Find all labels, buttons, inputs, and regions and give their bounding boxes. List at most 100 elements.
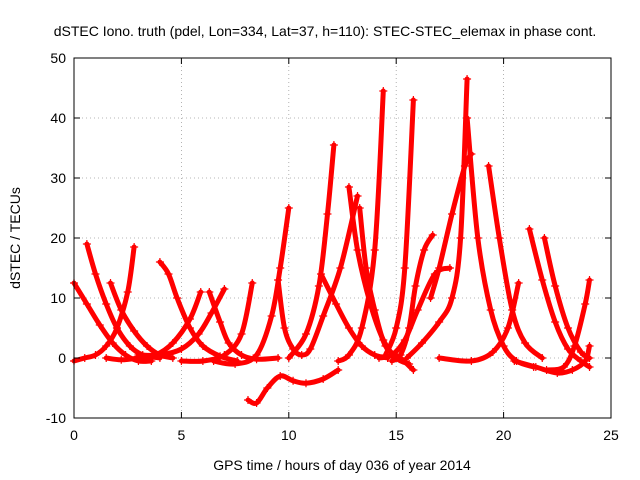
data-point-marker	[276, 264, 285, 272]
data-point-marker	[495, 234, 504, 242]
data-point-marker	[402, 354, 411, 362]
data-point-marker	[538, 276, 547, 284]
data-point-marker	[280, 324, 289, 332]
data-point-marker	[445, 264, 454, 272]
data-point-marker	[306, 345, 315, 353]
data-point-marker	[117, 355, 126, 364]
data-point-marker	[456, 234, 465, 242]
data-point-marker	[130, 243, 139, 251]
data-point-marker	[585, 363, 594, 371]
series-line-sat-11	[245, 367, 341, 406]
data-point-marker	[252, 399, 261, 407]
data-point-marker	[220, 351, 229, 359]
data-point-marker	[209, 357, 218, 365]
data-point-marker	[396, 351, 405, 359]
x-tick-label: 15	[388, 427, 404, 443]
data-point-marker	[463, 114, 472, 122]
data-point-marker	[344, 324, 353, 332]
data-point-marker	[336, 264, 345, 272]
y-axis-label: dSTEC / TECUs	[7, 187, 23, 289]
data-point-marker	[284, 354, 293, 362]
data-point-marker	[510, 357, 519, 365]
x-tick-label: 25	[603, 427, 619, 443]
data-point-marker	[194, 330, 203, 338]
data-point-marker	[106, 279, 115, 287]
data-point-marker	[164, 270, 173, 278]
data-point-marker	[514, 279, 523, 287]
series-line-sat-17	[357, 205, 416, 373]
data-point-marker	[319, 312, 328, 320]
data-point-marker	[198, 342, 207, 350]
data-point-marker	[435, 354, 444, 362]
data-point-marker	[252, 351, 261, 359]
data-point-marker	[177, 345, 186, 353]
data-point-marker	[559, 363, 568, 371]
data-point-marker	[370, 306, 379, 314]
data-point-marker	[177, 357, 186, 365]
data-point-marker	[319, 375, 328, 383]
data-point-marker	[231, 360, 240, 368]
data-point-marker	[585, 342, 594, 350]
data-point-marker	[551, 318, 560, 326]
data-point-marker	[370, 351, 379, 359]
x-tick-label: 10	[281, 427, 297, 443]
data-point-marker	[540, 234, 549, 242]
data-point-marker	[205, 288, 214, 296]
data-point-marker	[435, 318, 444, 326]
data-point-marker	[155, 258, 164, 266]
data-point-marker	[521, 339, 530, 347]
data-point-marker	[332, 300, 341, 308]
data-point-marker	[301, 379, 310, 388]
y-tick-label: 20	[50, 230, 66, 246]
data-point-marker	[392, 324, 401, 332]
data-point-marker	[570, 342, 579, 350]
data-point-marker	[220, 285, 229, 293]
data-point-marker	[123, 288, 132, 296]
data-point-marker	[435, 264, 444, 272]
data-point-marker	[274, 276, 283, 284]
data-point-marker	[344, 183, 353, 191]
data-point-marker	[198, 357, 207, 365]
data-point-marker	[503, 324, 512, 332]
data-point-marker	[82, 240, 91, 248]
series-line-sat-13	[286, 142, 337, 361]
x-tick-label: 20	[496, 427, 512, 443]
y-tick-label: 10	[50, 290, 66, 306]
series-line-sat-20	[389, 232, 436, 364]
data-point-marker	[409, 96, 418, 104]
data-point-marker	[568, 366, 577, 374]
data-point-marker	[224, 339, 233, 347]
data-point-marker	[564, 345, 573, 353]
data-point-marker	[125, 342, 134, 350]
x-tick-label: 5	[178, 427, 186, 443]
data-point-marker	[263, 384, 272, 392]
data-point-marker	[355, 204, 364, 212]
data-point-marker	[102, 300, 111, 308]
data-point-marker	[420, 246, 429, 254]
data-point-marker	[168, 354, 177, 362]
data-point-marker	[344, 351, 353, 359]
data-point-marker	[417, 339, 426, 347]
data-point-marker	[91, 270, 100, 278]
data-point-marker	[329, 141, 338, 149]
data-point-marker	[95, 321, 104, 329]
data-point-marker	[134, 351, 143, 359]
data-point-marker	[428, 231, 437, 239]
data-point-marker	[448, 210, 457, 218]
data-point-marker	[411, 282, 420, 290]
y-tick-label: 30	[50, 170, 66, 186]
data-point-marker	[155, 351, 164, 359]
data-point-marker	[112, 324, 121, 332]
data-point-marker	[387, 357, 396, 365]
data-point-marker	[143, 342, 152, 350]
data-point-marker	[484, 162, 493, 170]
data-point-marker	[413, 306, 422, 314]
data-point-marker	[334, 357, 343, 365]
data-point-marker	[301, 330, 310, 338]
data-point-marker	[237, 351, 246, 359]
data-point-marker	[357, 342, 366, 350]
series-line-sat-18	[383, 97, 416, 358]
data-point-marker	[463, 75, 472, 83]
data-point-marker	[317, 270, 326, 278]
